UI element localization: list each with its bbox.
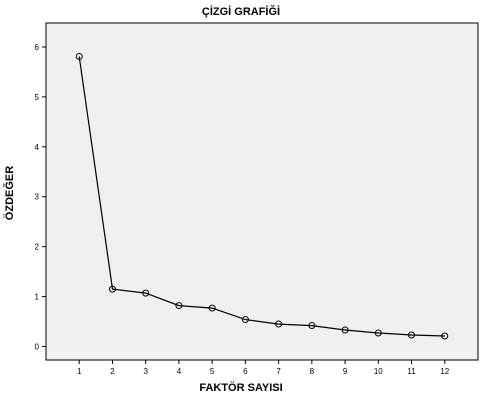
data-point: [374, 329, 382, 337]
y-tick-label: 4: [35, 143, 40, 152]
y-tick-label: 0: [35, 343, 40, 352]
x-tick-label: 6: [243, 367, 248, 376]
series-line: [78, 56, 445, 337]
chart-title: ÇİZGİ GRAFİĞİ: [202, 5, 280, 18]
x-tick-label: 4: [177, 367, 182, 376]
x-tick-label: 5: [210, 367, 215, 376]
y-tick-label: 3: [35, 193, 40, 202]
x-tick-label: 11: [407, 367, 416, 376]
x-tick-label: 1: [77, 367, 82, 376]
x-tick-label: 9: [343, 367, 348, 376]
data-point: [108, 285, 116, 293]
data-point: [341, 326, 349, 334]
data-point: [275, 320, 283, 328]
x-tick-label: 7: [276, 367, 281, 376]
data-point: [175, 302, 183, 310]
data-point: [408, 331, 416, 339]
data-point: [75, 52, 83, 60]
data-point: [142, 289, 150, 297]
y-axis-label: ÖZDEĞER: [3, 166, 16, 220]
x-tick-label: 3: [143, 367, 148, 376]
y-tick-label: 1: [35, 293, 40, 302]
y-tick-label: 5: [35, 93, 40, 102]
data-point: [241, 316, 249, 324]
x-tick-label: 8: [310, 367, 315, 376]
x-tick-label: 2: [110, 367, 115, 376]
x-axis-ticks: 1 2 3 4 5 6 7 8 9 10 11 12: [77, 360, 450, 376]
data-point: [308, 322, 316, 330]
data-point: [208, 304, 216, 312]
data-point: [441, 332, 449, 340]
y-tick-label: 6: [35, 43, 40, 52]
x-tick-label: 12: [440, 367, 449, 376]
y-tick-label: 2: [35, 243, 40, 252]
x-tick-label: 10: [374, 367, 383, 376]
plot-area: [45, 22, 479, 361]
y-axis-ticks: 0 1 2 3 4 5 6: [35, 43, 46, 352]
x-axis-label: FAKTÖR SAYISI: [199, 381, 282, 394]
series-layer: [75, 52, 449, 340]
